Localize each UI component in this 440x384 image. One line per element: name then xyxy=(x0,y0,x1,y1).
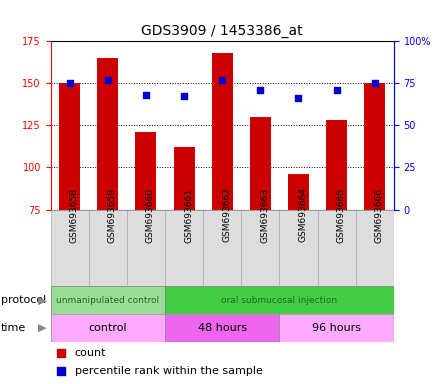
Point xyxy=(57,350,64,356)
Bar xyxy=(203,210,241,286)
Bar xyxy=(51,314,165,342)
Text: ▶: ▶ xyxy=(37,295,46,305)
Bar xyxy=(364,83,385,210)
Text: count: count xyxy=(75,348,106,358)
Text: GSM693661: GSM693661 xyxy=(184,187,193,243)
Point xyxy=(143,92,150,98)
Text: time: time xyxy=(1,323,26,333)
Text: protocol: protocol xyxy=(1,295,46,305)
Text: percentile rank within the sample: percentile rank within the sample xyxy=(75,366,263,376)
Point xyxy=(219,76,226,83)
Bar xyxy=(250,117,271,210)
Title: GDS3909 / 1453386_at: GDS3909 / 1453386_at xyxy=(141,24,303,38)
Bar xyxy=(279,210,318,286)
Text: GSM693663: GSM693663 xyxy=(260,187,269,243)
Text: GSM693664: GSM693664 xyxy=(298,188,308,242)
Bar xyxy=(165,286,394,314)
Bar xyxy=(241,210,279,286)
Bar xyxy=(212,53,233,210)
Text: GSM693658: GSM693658 xyxy=(70,187,79,243)
Text: control: control xyxy=(88,323,127,333)
Bar xyxy=(318,210,356,286)
Text: GSM693659: GSM693659 xyxy=(108,187,117,243)
Text: 96 hours: 96 hours xyxy=(312,323,361,333)
Bar xyxy=(165,314,279,342)
Bar xyxy=(136,132,157,210)
Bar xyxy=(288,174,309,210)
Text: GSM693660: GSM693660 xyxy=(146,187,155,243)
Bar xyxy=(356,210,394,286)
Point xyxy=(371,80,378,86)
Text: ▶: ▶ xyxy=(37,323,46,333)
Point xyxy=(333,87,340,93)
Bar xyxy=(326,120,347,210)
Point xyxy=(257,87,264,93)
Bar xyxy=(165,210,203,286)
Bar xyxy=(51,210,89,286)
Point xyxy=(104,76,111,83)
Bar xyxy=(174,147,194,210)
Bar xyxy=(97,58,118,210)
Point xyxy=(180,93,187,99)
Bar xyxy=(279,314,394,342)
Text: GSM693666: GSM693666 xyxy=(375,187,384,243)
Bar xyxy=(127,210,165,286)
Bar xyxy=(89,210,127,286)
Bar xyxy=(59,83,80,210)
Bar xyxy=(51,286,165,314)
Point xyxy=(57,368,64,374)
Point xyxy=(295,95,302,101)
Text: unmanipulated control: unmanipulated control xyxy=(56,296,159,305)
Text: oral submucosal injection: oral submucosal injection xyxy=(221,296,337,305)
Text: GSM693662: GSM693662 xyxy=(222,188,231,242)
Point xyxy=(66,80,73,86)
Text: 48 hours: 48 hours xyxy=(198,323,247,333)
Text: GSM693665: GSM693665 xyxy=(337,187,345,243)
